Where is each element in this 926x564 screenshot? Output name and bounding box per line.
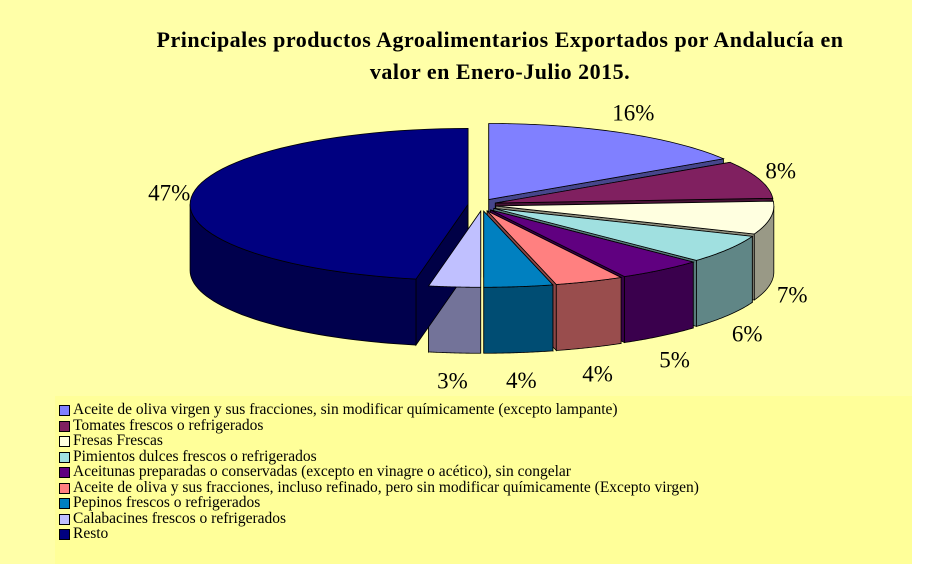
data-label: 6% <box>732 321 763 346</box>
slice <box>486 210 623 285</box>
legend-item: Pepinos frescos o refrigerados <box>55 495 912 511</box>
legend-swatch <box>59 482 70 494</box>
legend-swatch <box>59 405 70 416</box>
chart-title: Principales productos Agroalimentarios E… <box>156 27 844 84</box>
slice <box>488 123 725 200</box>
data-label: 8% <box>765 159 796 184</box>
data-label: 4% <box>506 368 537 393</box>
legend-label: Fresas Frescas <box>73 432 163 449</box>
legend: Aceite de oliva virgen y sus fracciones,… <box>55 396 912 564</box>
legend-swatch <box>59 529 70 540</box>
slice <box>493 207 754 261</box>
legend-label: Calabacines frescos o refrigerados <box>73 509 287 527</box>
legend-swatch <box>59 467 70 478</box>
slice <box>495 161 774 204</box>
pie: 16% 8% 7% 6% 5% 4% 4% 3% 47% <box>148 100 807 393</box>
legend-item: Aceite de oliva virgen y sus fracciones,… <box>55 402 912 418</box>
data-label: 5% <box>659 347 690 372</box>
legend-item: Tomates frescos o refrigerados <box>55 416 912 434</box>
data-label: 4% <box>582 362 613 387</box>
legend-swatch <box>59 498 70 509</box>
legend-label: Resto <box>73 525 109 542</box>
slice <box>495 200 775 235</box>
legend-swatch <box>59 451 70 463</box>
legend-item: Calabacines frescos o refrigerados <box>55 509 912 527</box>
slice-wall <box>483 284 554 354</box>
legend-swatch <box>59 513 70 525</box>
legend-label: Pepinos frescos o refrigerados <box>73 494 261 511</box>
data-label: 47% <box>148 181 190 206</box>
legend-label: Aceite de oliva virgen y sus fracciones,… <box>73 401 618 418</box>
legend-label: Aceite de oliva y sus fracciones, inclus… <box>73 478 699 496</box>
slice-wall <box>555 276 622 351</box>
legend-label: Pimientos dulces frescos o refrigerados <box>73 447 317 465</box>
legend-label: Tomates frescos o refrigerados <box>73 416 264 434</box>
slice <box>189 128 469 280</box>
legend-item: Resto <box>55 526 912 542</box>
slice-tops <box>189 123 775 288</box>
data-label: 16% <box>612 100 654 125</box>
labels: 16% 8% 7% 6% 5% 4% 4% 3% 47% <box>148 100 807 393</box>
legend-swatch <box>59 420 70 432</box>
legend-item: Aceite de oliva y sus fracciones, inclus… <box>55 478 912 496</box>
legend-swatch <box>59 436 70 447</box>
legend-item: Pimientos dulces frescos o refrigerados <box>55 447 912 465</box>
legend-item: Aceitunas preparadas o conservadas (exce… <box>55 464 912 480</box>
data-label: 7% <box>777 282 808 307</box>
slice <box>483 210 554 288</box>
legend-item: Fresas Frescas <box>55 433 912 449</box>
slice <box>490 209 695 277</box>
legend-label: Aceitunas preparadas o conservadas (exce… <box>73 463 571 480</box>
data-label: 3% <box>437 368 468 393</box>
slice <box>427 209 482 288</box>
